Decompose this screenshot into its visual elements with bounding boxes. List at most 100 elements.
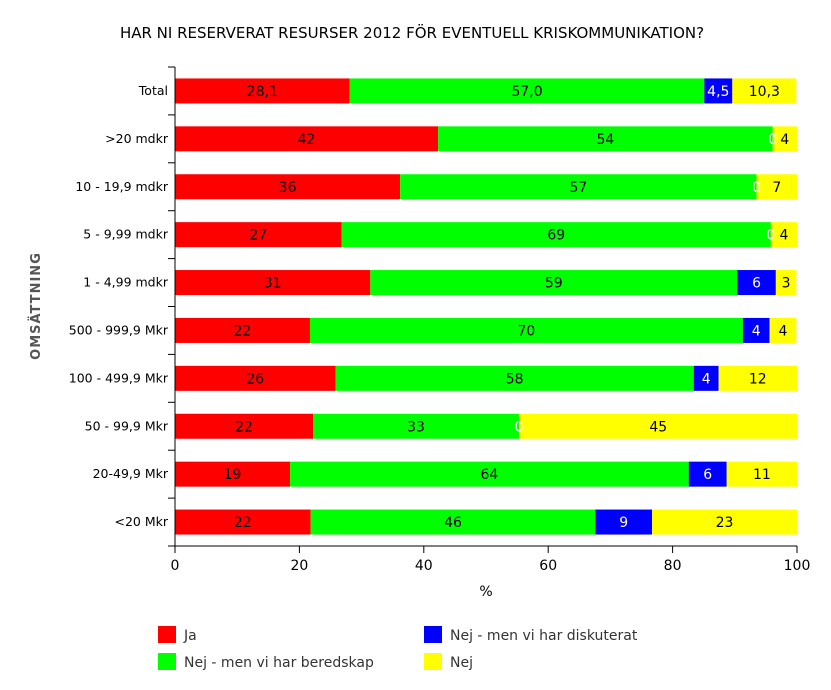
bar-segment [349, 78, 705, 104]
bar-segment [175, 413, 314, 439]
category-label: 50 - 99,9 Mkr [85, 418, 169, 433]
data-label: 0 [768, 132, 777, 148]
data-label: 42 [298, 132, 316, 148]
data-label: 7 [772, 180, 781, 196]
data-label: 57 [569, 180, 587, 196]
legend-label: Nej - men vi har diskuterat [450, 628, 638, 644]
data-label: 69 [547, 228, 565, 244]
bar-segment [175, 461, 291, 487]
bar-segment [175, 365, 336, 391]
bar-segment [175, 270, 371, 296]
bar-segment [693, 365, 719, 391]
bar-segment [652, 509, 797, 535]
legend-label: Ja [183, 628, 197, 644]
x-tick-label: 80 [664, 558, 682, 574]
data-label: 33 [407, 419, 425, 435]
x-tick-label: 20 [290, 558, 308, 574]
data-label: 10,3 [749, 84, 780, 100]
category-label: <20 Mkr [114, 514, 168, 529]
data-label: 36 [279, 180, 297, 196]
bar-segment [737, 270, 776, 296]
category-label: 500 - 999,9 Mkr [69, 322, 169, 337]
legend-label: Nej [450, 655, 473, 671]
x-ticks [174, 546, 798, 553]
data-label: 59 [545, 276, 563, 292]
bar-segment [742, 317, 770, 343]
data-label: 22 [234, 323, 252, 339]
data-label: 4 [702, 371, 711, 387]
category-label: 5 - 9,99 mdkr [83, 227, 169, 242]
legend-swatch [424, 626, 442, 643]
data-labels: 28,1 57,0 4,5 10,342 54 0 436 57 0 727 69 0 431 59 6 32… [224, 84, 791, 531]
bar-segment [438, 126, 773, 152]
data-label: 6 [752, 276, 761, 292]
data-label: 57,0 [511, 84, 542, 100]
legend-swatch [158, 653, 176, 670]
bar-segment [175, 317, 310, 343]
bar-segment [400, 174, 757, 200]
legend-swatch [158, 626, 176, 643]
bar-segment [769, 317, 797, 343]
bar-segment [175, 222, 342, 248]
bar-segment [335, 365, 694, 391]
data-label: 4,5 [707, 84, 729, 100]
data-label: 23 [716, 515, 734, 531]
x-tick-label: 100 [784, 558, 811, 574]
data-label: 0 [766, 228, 775, 244]
data-label: 0 [752, 180, 761, 196]
category-label: >20 mdkr [105, 131, 169, 146]
data-label: 70 [518, 323, 536, 339]
data-label: 4 [779, 323, 788, 339]
bar-segment [718, 365, 797, 391]
bar-segment [688, 461, 727, 487]
y-axis-title: OMSÄTTNING [28, 252, 44, 360]
bar-segment [370, 270, 738, 296]
bar-segment [772, 126, 797, 152]
bar-segment [595, 509, 653, 535]
bar-segment [175, 126, 439, 152]
data-label: 64 [481, 467, 499, 483]
data-label: 6 [703, 467, 712, 483]
category-label: 1 - 4,99 mdkr [83, 275, 169, 290]
bar-segment [756, 174, 797, 200]
x-tick-label: 60 [539, 558, 557, 574]
data-label: 45 [649, 419, 667, 435]
bar-segment [341, 222, 771, 248]
category-label: 10 - 19,9 mdkr [75, 179, 169, 194]
category-label: 20-49,9 Mkr [93, 466, 169, 481]
data-label: 27 [249, 228, 267, 244]
data-label: 26 [246, 371, 264, 387]
bars [175, 78, 798, 535]
bar-segment [175, 78, 350, 104]
x-axis-title: % [479, 584, 492, 600]
bar-segment [704, 78, 733, 104]
data-label: 54 [597, 132, 615, 148]
data-label: 0 [515, 419, 524, 435]
legend: Ja Nej - men vi har beredskap Nej - men vi… [158, 626, 638, 671]
bar-segment [309, 317, 743, 343]
data-label: 4 [780, 132, 789, 148]
bar-segment [726, 461, 797, 487]
data-label: 9 [619, 515, 628, 531]
chart-title: HAR NI RESERVERAT RESURSER 2012 FÖR EVEN… [120, 23, 704, 42]
data-label: 22 [235, 419, 253, 435]
category-label: 100 - 499,9 Mkr [69, 370, 169, 385]
data-label: 28,1 [247, 84, 278, 100]
bar-segment [175, 174, 401, 200]
data-label: 11 [753, 467, 771, 483]
legend-swatch [424, 653, 442, 670]
bar-segment [732, 78, 797, 104]
bar-segment [518, 413, 798, 439]
data-label: 3 [782, 276, 791, 292]
data-label: 19 [224, 467, 242, 483]
bar-segment [775, 270, 797, 296]
data-label: 4 [779, 228, 788, 244]
legend-label: Nej - men vi har beredskap [184, 655, 374, 671]
y-ticks [168, 66, 175, 547]
data-label: 12 [749, 371, 767, 387]
bar-segment [310, 509, 596, 535]
bar-segment [175, 509, 311, 535]
data-label: 31 [264, 276, 282, 292]
x-tick-label: 0 [171, 558, 180, 574]
y-axis-labels: Total >20 mdkr 10 - 19,9 mdkr 5 - 9,99 mdkr… [69, 83, 169, 529]
